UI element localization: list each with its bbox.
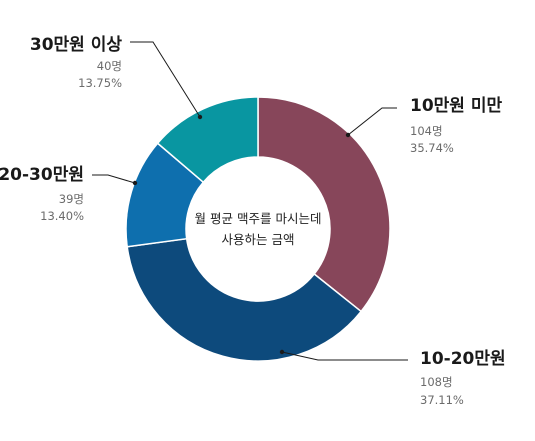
slice-group (125, 96, 391, 362)
donut-slice-1 (126, 237, 363, 362)
leader-line-3 (130, 41, 201, 118)
count-label-0: 104명 (410, 124, 443, 138)
leader-dot-2 (132, 180, 138, 186)
category-label-0: 10만원 미만 (410, 96, 502, 116)
leader-dot-1 (279, 349, 285, 355)
leader-line-0 (347, 107, 397, 136)
leader-group (92, 41, 408, 361)
count-label-1: 108명 (420, 375, 453, 389)
leader-dot-3 (197, 114, 203, 120)
center-group: 월 평균 맥주를 마시는데 사용하는 금액 (195, 211, 322, 247)
percent-label-1: 37.11% (420, 393, 464, 407)
percent-label-0: 35.74% (410, 141, 454, 155)
donut-slice-0 (257, 96, 391, 313)
category-label-1: 10-20만원 (420, 349, 506, 369)
category-label-2: 20-30만원 (0, 165, 84, 185)
center-label-line-2: 사용하는 금액 (222, 232, 295, 247)
label-group: 10만원 미만 104명 35.74% 10-20만원 108명 37.11% 20-30만… (0, 35, 506, 407)
percent-label-2: 13.40% (40, 209, 84, 223)
leader-dot-0 (345, 132, 351, 138)
leader-line-2 (92, 174, 136, 184)
percent-label-3: 13.75% (78, 76, 122, 90)
donut-slice-3 (156, 96, 259, 184)
center-label-line-1: 월 평균 맥주를 마시는데 (195, 211, 322, 226)
leader-line-1 (281, 351, 408, 361)
count-label-2: 39명 (59, 192, 84, 206)
count-label-3: 40명 (97, 59, 122, 73)
category-label-3: 30만원 이상 (30, 35, 122, 55)
